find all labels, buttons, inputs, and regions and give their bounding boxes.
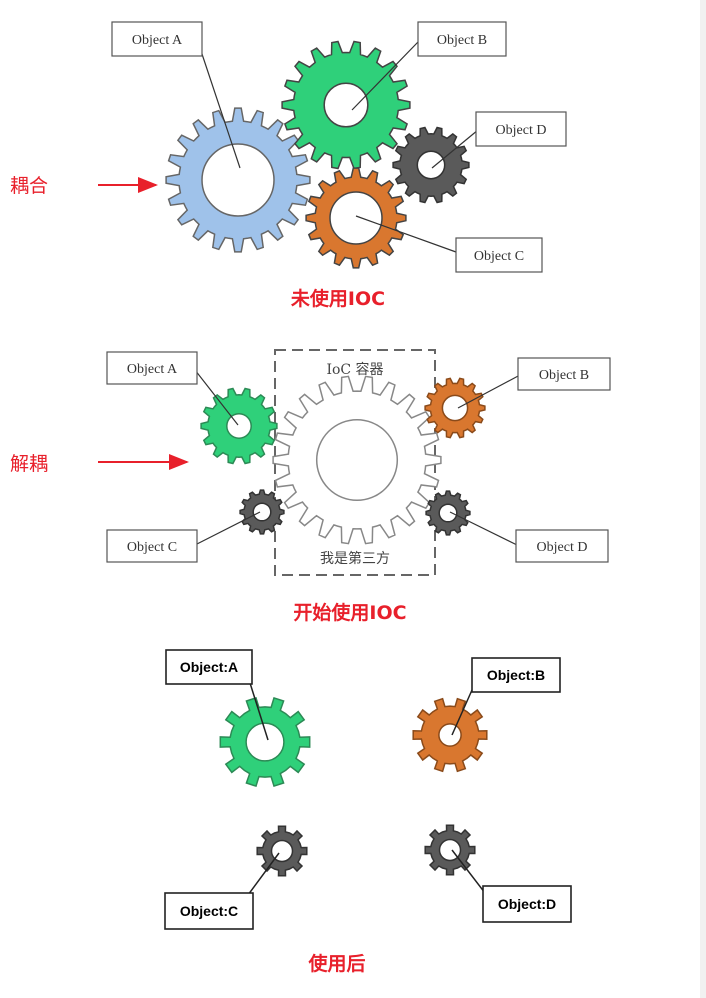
label3-object-a: Object:A	[165, 649, 253, 685]
label-object-b: Object B	[417, 21, 507, 57]
gear-green-large-hole	[323, 82, 369, 128]
decoupling-side-label: 解耦	[10, 453, 48, 475]
leader3-a	[249, 682, 269, 741]
gear-orange-small	[424, 377, 486, 439]
leader-c	[355, 215, 457, 253]
svg-text:Object:B: Object:B	[487, 667, 545, 683]
label2-object-b: Object B	[517, 357, 611, 391]
leader2-c	[194, 511, 261, 546]
gear3-orange	[412, 697, 488, 773]
coupled-side-label: 耦合	[10, 175, 48, 197]
label-object-a: Object A	[111, 21, 203, 57]
gear-gray-small-hole	[416, 150, 446, 180]
gear-gray-right	[425, 490, 471, 536]
svg-text:Object:D: Object:D	[498, 896, 556, 912]
gear-blue	[165, 107, 311, 253]
gear-gray-right-hole	[438, 503, 458, 523]
leader3-b	[451, 689, 473, 736]
svg-text:Object C: Object C	[127, 540, 177, 555]
label-object-d: Object D	[475, 111, 567, 147]
gear-gray-left	[239, 489, 285, 535]
label3-object-c: Object:C	[164, 892, 254, 930]
decoupling-caption: 开始使用IOC	[293, 601, 406, 624]
section-decoupling: 解耦 IoC 容器 我是第三方 Object A Object B Object…	[10, 349, 611, 624]
gear-green-large	[281, 40, 411, 170]
gear-ioc-container	[272, 375, 442, 545]
svg-text:Object:C: Object:C	[180, 903, 238, 919]
leader3-d	[451, 849, 486, 894]
gear-blue-hole	[201, 143, 275, 217]
leader-d	[431, 129, 479, 169]
leader-a	[199, 47, 241, 169]
section-after: Object:A Object:B Object:C Object:D 使用后	[164, 649, 572, 975]
svg-text:Object D: Object D	[537, 540, 588, 555]
svg-text:Object:A: Object:A	[180, 659, 238, 675]
ioc-container-subtitle: 我是第三方	[320, 550, 390, 567]
leader-b	[351, 41, 419, 111]
svg-text:Object A: Object A	[127, 362, 178, 377]
gear3-green-hole	[245, 722, 285, 762]
label-object-c: Object C	[455, 237, 543, 273]
leader2-a	[194, 369, 239, 426]
leader3-c	[247, 852, 280, 896]
gear-green-small	[200, 387, 278, 465]
gear-orange	[305, 167, 407, 269]
leader2-d	[449, 511, 518, 546]
svg-text:Object D: Object D	[496, 123, 547, 138]
ioc-container-title: IoC 容器	[326, 361, 383, 378]
label3-object-d: Object:D	[482, 885, 572, 923]
label2-object-a: Object A	[106, 351, 198, 385]
svg-text:Object A: Object A	[132, 33, 183, 48]
gear3-green	[219, 696, 311, 788]
svg-text:Object B: Object B	[539, 368, 589, 383]
gear3-gray-left	[256, 825, 308, 877]
gear-orange-small-hole	[441, 394, 469, 422]
section-coupled: 耦合 Object A Object B Object D Object C 未…	[10, 21, 567, 310]
gear3-gray-right	[424, 824, 476, 876]
gear-green-small-hole	[226, 413, 252, 439]
coupled-caption: 未使用IOC	[290, 287, 385, 310]
label2-object-c: Object C	[106, 529, 198, 563]
svg-text:Object B: Object B	[437, 33, 487, 48]
gear3-orange-hole	[438, 723, 462, 747]
label3-object-b: Object:B	[471, 657, 561, 693]
gear-gray-small	[392, 126, 470, 204]
gear-gray-left-hole	[252, 502, 272, 522]
gear-orange-hole	[329, 191, 383, 245]
gear-ioc-container-hole	[315, 418, 399, 502]
after-caption: 使用后	[307, 953, 365, 975]
label2-object-d: Object D	[515, 529, 609, 563]
leader2-b	[457, 374, 521, 409]
vertical-scrollbar[interactable]	[700, 0, 706, 998]
svg-text:Object C: Object C	[474, 249, 524, 264]
